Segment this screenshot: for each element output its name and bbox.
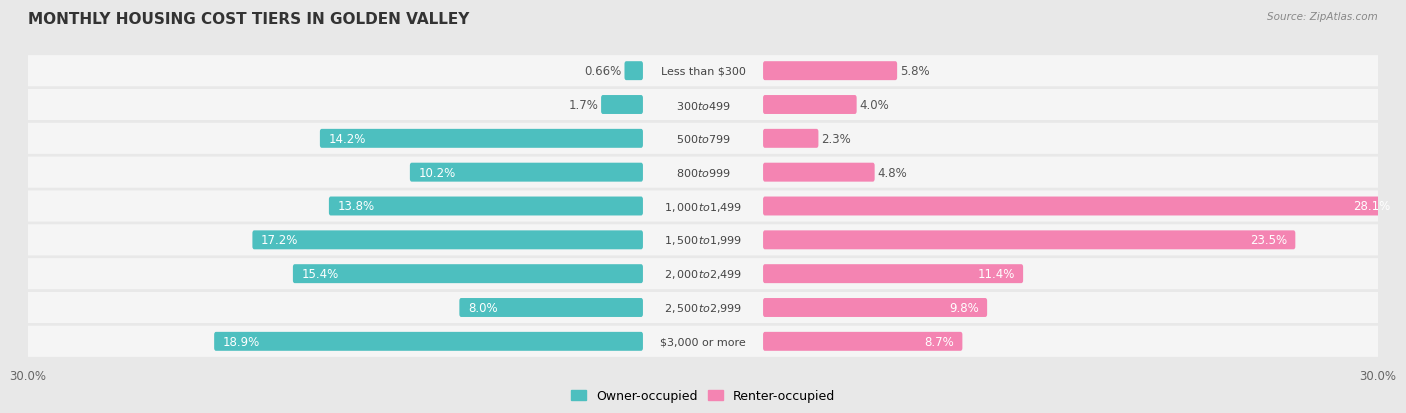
FancyBboxPatch shape (25, 292, 1381, 323)
Text: Source: ZipAtlas.com: Source: ZipAtlas.com (1267, 12, 1378, 22)
FancyBboxPatch shape (25, 259, 1381, 290)
FancyBboxPatch shape (329, 197, 643, 216)
FancyBboxPatch shape (763, 96, 856, 115)
FancyBboxPatch shape (411, 163, 643, 182)
Text: 0.66%: 0.66% (585, 65, 621, 78)
Text: 8.7%: 8.7% (924, 335, 953, 348)
FancyBboxPatch shape (253, 231, 643, 250)
Text: 14.2%: 14.2% (329, 133, 366, 145)
FancyBboxPatch shape (25, 225, 1381, 256)
Text: $1,000 to $1,499: $1,000 to $1,499 (664, 200, 742, 213)
FancyBboxPatch shape (763, 265, 1024, 283)
FancyBboxPatch shape (214, 332, 643, 351)
Text: 11.4%: 11.4% (977, 268, 1015, 280)
Text: 23.5%: 23.5% (1250, 234, 1286, 247)
Text: 9.8%: 9.8% (949, 301, 979, 314)
Text: 17.2%: 17.2% (262, 234, 298, 247)
FancyBboxPatch shape (763, 332, 962, 351)
Legend: Owner-occupied, Renter-occupied: Owner-occupied, Renter-occupied (567, 385, 839, 408)
Text: 4.8%: 4.8% (877, 166, 907, 179)
Text: 10.2%: 10.2% (419, 166, 456, 179)
FancyBboxPatch shape (602, 96, 643, 115)
FancyBboxPatch shape (763, 62, 897, 81)
Text: 13.8%: 13.8% (337, 200, 374, 213)
Text: $3,000 or more: $3,000 or more (661, 337, 745, 347)
FancyBboxPatch shape (25, 56, 1381, 87)
FancyBboxPatch shape (25, 123, 1381, 154)
Text: 18.9%: 18.9% (222, 335, 260, 348)
Text: $800 to $999: $800 to $999 (675, 167, 731, 179)
FancyBboxPatch shape (624, 62, 643, 81)
Text: $2,000 to $2,499: $2,000 to $2,499 (664, 268, 742, 280)
Text: 28.1%: 28.1% (1353, 200, 1391, 213)
Text: 15.4%: 15.4% (301, 268, 339, 280)
FancyBboxPatch shape (763, 163, 875, 182)
Text: MONTHLY HOUSING COST TIERS IN GOLDEN VALLEY: MONTHLY HOUSING COST TIERS IN GOLDEN VAL… (28, 12, 470, 27)
Text: 2.3%: 2.3% (821, 133, 851, 145)
FancyBboxPatch shape (763, 298, 987, 317)
Text: $2,500 to $2,999: $2,500 to $2,999 (664, 301, 742, 314)
Text: Less than $300: Less than $300 (661, 66, 745, 76)
Text: $300 to $499: $300 to $499 (675, 99, 731, 111)
Text: 1.7%: 1.7% (568, 99, 599, 112)
Text: 4.0%: 4.0% (859, 99, 889, 112)
FancyBboxPatch shape (763, 130, 818, 148)
FancyBboxPatch shape (292, 265, 643, 283)
Text: $500 to $799: $500 to $799 (675, 133, 731, 145)
FancyBboxPatch shape (763, 197, 1399, 216)
FancyBboxPatch shape (25, 191, 1381, 222)
FancyBboxPatch shape (321, 130, 643, 148)
Text: 5.8%: 5.8% (900, 65, 929, 78)
FancyBboxPatch shape (25, 157, 1381, 188)
Text: $1,500 to $1,999: $1,500 to $1,999 (664, 234, 742, 247)
FancyBboxPatch shape (460, 298, 643, 317)
FancyBboxPatch shape (25, 90, 1381, 121)
FancyBboxPatch shape (763, 231, 1295, 250)
Text: 8.0%: 8.0% (468, 301, 498, 314)
FancyBboxPatch shape (25, 326, 1381, 357)
